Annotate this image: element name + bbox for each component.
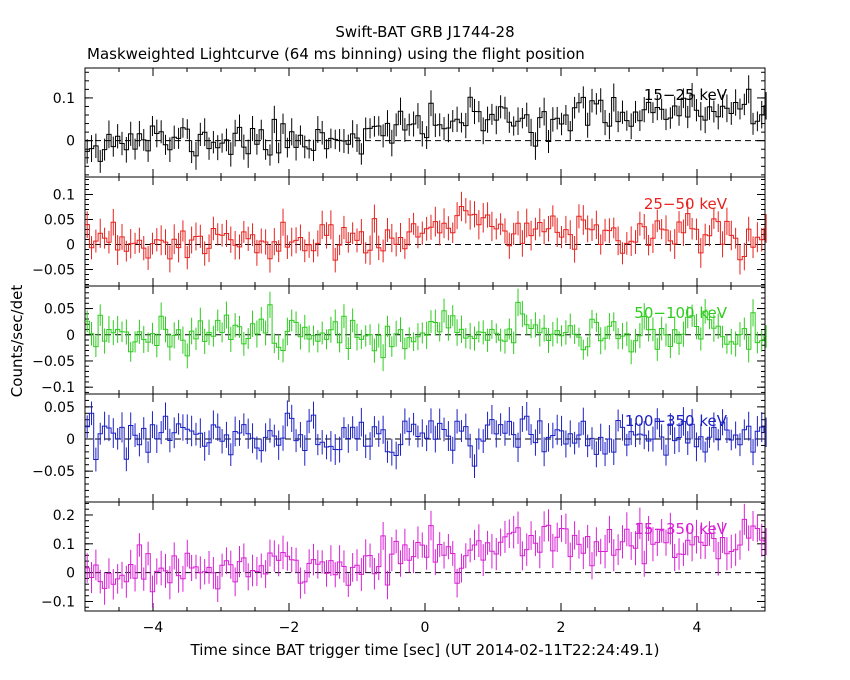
y-tick-label: 0	[66, 238, 75, 254]
lightcurve-step-line	[85, 206, 765, 261]
x-tick-labels: −4 −2 0 2 4	[143, 620, 702, 636]
y-tick-label: 0	[66, 432, 75, 448]
panel-25-50-kev: −0.05 0 0.05 0.1 25−50 keV	[32, 176, 767, 287]
y-tick-label: 0.05	[44, 213, 75, 229]
y-tick-label: 0.05	[44, 302, 75, 318]
energy-band-label: 25−50 keV	[644, 195, 728, 213]
y-tick-label: −0.05	[32, 464, 75, 480]
y-tick-label: 0.05	[44, 400, 75, 416]
y-tick-label: 0	[66, 566, 75, 582]
x-tick-label: 2	[557, 620, 566, 636]
y-tick-label: 0	[66, 328, 75, 344]
lightcurve-step-line	[85, 518, 765, 593]
y-tick-label: −0.05	[32, 263, 75, 279]
y-tick-label: −0.05	[32, 354, 75, 370]
energy-band-label: 50−100 keV	[634, 304, 727, 322]
x-tick-label: 4	[693, 620, 702, 636]
lightcurve-step-line	[85, 301, 765, 359]
x-tick-label: −2	[279, 620, 300, 636]
y-tick-label: −0.1	[41, 594, 75, 610]
y-axis-label: Counts/sec/det	[8, 285, 26, 398]
energy-band-label: 100−350 keV	[625, 412, 728, 430]
panel-15-350-kev: −0.1 0 0.1 0.2 15−350 keV	[41, 501, 767, 612]
energy-band-label: 15−25 keV	[644, 86, 728, 104]
x-tick-label: −4	[143, 620, 164, 636]
y-tick-label: 0.1	[53, 537, 75, 553]
y-tick-label: 0.1	[53, 188, 75, 204]
x-axis-label: Time since BAT trigger time [sec] (UT 20…	[190, 641, 660, 659]
panel-50-100-kev: −0.1 −0.05 0 0.05 50−100 keV	[32, 285, 767, 396]
panel-15-25-kev: 0 0.1 15−25 keV	[53, 67, 767, 178]
y-tick-label: 0.1	[53, 91, 75, 107]
lightcurve-step-line	[85, 88, 765, 162]
y-tick-label: 0.2	[53, 508, 75, 524]
y-tick-label: 0	[66, 134, 75, 150]
lightcurve-step-line	[85, 412, 765, 467]
y-tick-label: −0.1	[41, 380, 75, 396]
energy-band-label: 15−350 keV	[634, 520, 727, 538]
x-tick-label: 0	[421, 620, 430, 636]
chart-title: Swift-BAT GRB J1744-28	[335, 23, 514, 41]
chart-subtitle: Maskweighted Lightcurve (64 ms binning) …	[87, 45, 585, 63]
